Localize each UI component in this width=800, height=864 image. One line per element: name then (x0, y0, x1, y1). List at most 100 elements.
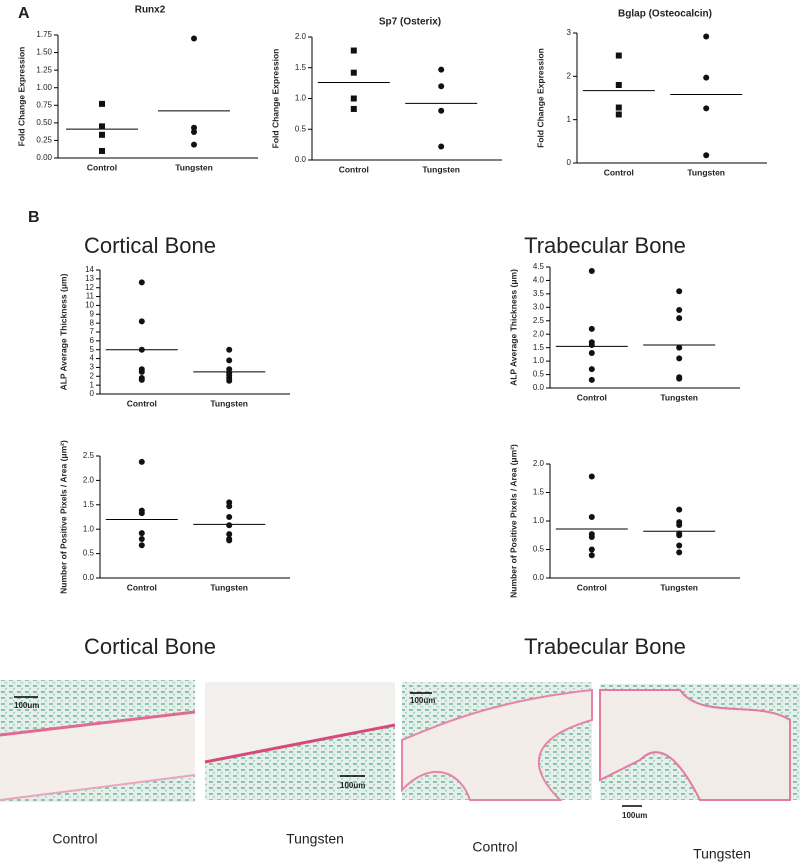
y-tick-label: 3 (90, 363, 95, 372)
data-point (615, 111, 622, 118)
data-point (191, 35, 197, 42)
data-point (588, 533, 595, 540)
y-tick-label: 2 (90, 371, 95, 380)
data-point (588, 376, 595, 383)
chart-title: Sp7 (Osterix) (379, 17, 441, 28)
data-point (438, 143, 445, 150)
y-tick-label: 0.75 (36, 100, 52, 109)
y-axis-label: Number of Positive Pixels / Area (μm²) (58, 440, 68, 594)
y-axis-label: ALP Average Thickness (μm) (58, 273, 68, 390)
data-point (226, 522, 233, 529)
y-tick-label: 0.0 (83, 573, 95, 582)
image-caption: Control (52, 831, 97, 847)
data-point (615, 52, 622, 59)
data-point (588, 552, 595, 559)
data-point (350, 47, 357, 54)
data-point (350, 69, 357, 76)
data-point (676, 288, 683, 295)
y-tick-label: 1 (567, 115, 572, 124)
data-point (226, 346, 233, 353)
data-point (703, 152, 710, 159)
chart-title: Runx2 (135, 5, 166, 16)
image-caption: Control (472, 839, 517, 855)
data-point (703, 105, 710, 112)
data-point (676, 315, 683, 322)
data-point (138, 530, 145, 537)
y-tick-label: 1.5 (533, 343, 545, 352)
y-tick-label: 13 (85, 274, 94, 283)
data-point (676, 521, 683, 528)
x-tick-label: Tungsten (210, 582, 248, 592)
y-tick-label: 8 (90, 318, 95, 327)
panel-label: A (18, 5, 30, 22)
y-tick-label: 1.5 (295, 63, 307, 72)
data-point (191, 124, 197, 131)
data-point (438, 107, 445, 114)
data-point (138, 346, 145, 353)
data-point (676, 355, 683, 362)
x-tick-label: Tungsten (660, 582, 698, 592)
y-tick-label: 6 (90, 336, 95, 345)
x-tick-label: Control (604, 167, 634, 177)
y-axis-label: ALP Average Thickness (μm) (508, 269, 518, 386)
y-tick-label: 2.0 (533, 329, 545, 338)
x-tick-label: Tungsten (210, 398, 248, 408)
heading: Trabecular Bone (524, 233, 686, 258)
y-tick-label: 3.5 (533, 289, 545, 298)
y-tick-label: 4.0 (533, 276, 545, 285)
y-tick-label: 1.5 (83, 500, 95, 509)
histology-image (599, 684, 800, 807)
data-point (676, 344, 683, 351)
data-point (350, 105, 357, 112)
data-point (138, 542, 145, 549)
data-point (588, 341, 595, 348)
data-point (615, 104, 622, 111)
data-point (99, 131, 105, 138)
x-tick-label: Tungsten (660, 392, 698, 402)
data-point (676, 532, 683, 539)
data-point (588, 473, 595, 480)
y-axis-label: Fold Change Expression (535, 48, 545, 148)
data-point (138, 510, 145, 517)
data-point (703, 33, 710, 40)
data-point (99, 100, 105, 107)
data-point (588, 325, 595, 332)
y-tick-label: 1.5 (533, 488, 545, 497)
y-tick-label: 3 (567, 28, 572, 37)
histology-image (0, 680, 196, 802)
y-tick-label: 0.0 (295, 155, 307, 164)
y-tick-label: 5 (90, 345, 95, 354)
y-tick-label: 0.5 (295, 124, 307, 133)
scale-bar-label: 100um (410, 696, 435, 705)
heading: Cortical Bone (84, 634, 216, 659)
heading: Trabecular Bone (524, 634, 686, 659)
y-tick-label: 12 (85, 283, 94, 292)
histology-image (401, 682, 593, 801)
y-tick-label: 0.5 (83, 549, 95, 558)
data-point (703, 74, 710, 81)
image-caption: Tungsten (286, 831, 344, 847)
data-point (588, 546, 595, 553)
data-point (191, 141, 197, 148)
y-tick-label: 0.0 (533, 573, 545, 582)
y-tick-label: 0.50 (36, 118, 52, 127)
scale-bar-label: 100um (622, 811, 647, 820)
data-point (138, 318, 145, 325)
data-point (588, 350, 595, 357)
data-point (676, 307, 683, 314)
data-point (99, 147, 105, 154)
y-tick-label: 1 (90, 380, 95, 389)
data-point (676, 542, 683, 549)
y-tick-label: 1.25 (36, 65, 52, 74)
y-tick-label: 1.50 (36, 48, 52, 57)
y-tick-label: 0.5 (533, 370, 545, 379)
histology-image (204, 682, 396, 800)
y-tick-label: 0.00 (36, 153, 52, 162)
data-point (588, 366, 595, 373)
data-point (226, 531, 233, 538)
y-tick-label: 11 (86, 292, 95, 301)
image-caption: Tungsten (693, 846, 751, 862)
y-tick-label: 1.00 (36, 83, 52, 92)
data-point (138, 368, 145, 375)
